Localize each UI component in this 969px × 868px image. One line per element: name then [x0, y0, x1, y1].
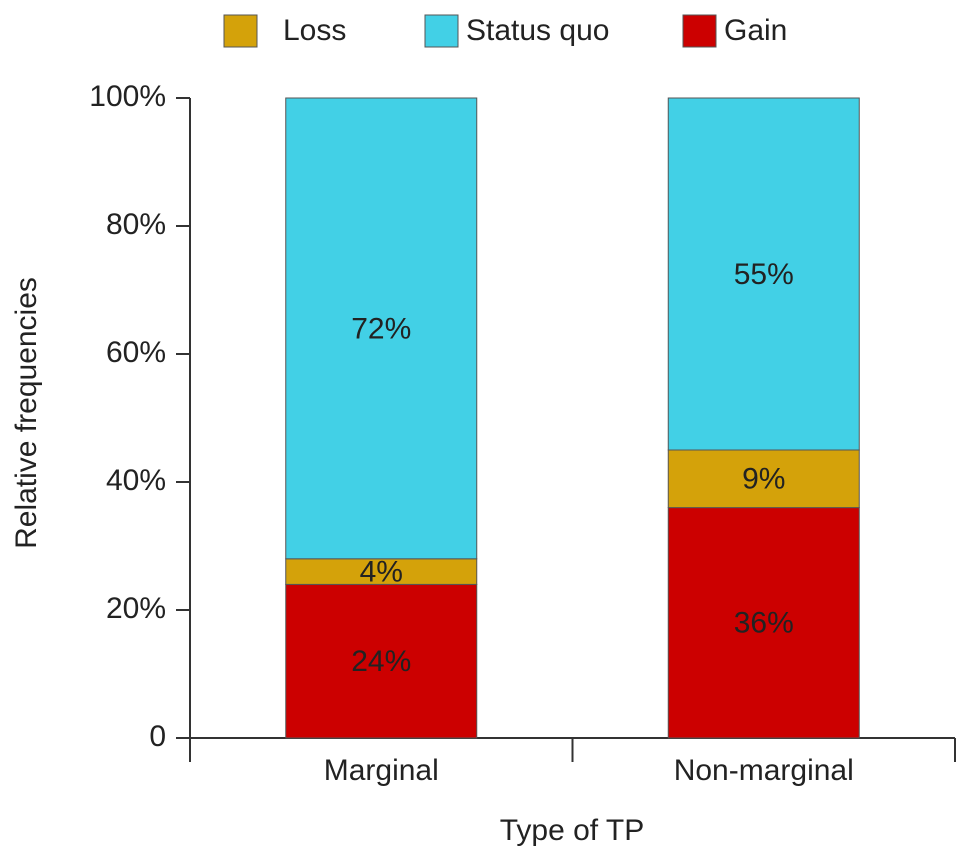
y-tick-label: 40%	[106, 464, 166, 497]
legend-swatch	[223, 14, 258, 48]
y-tick-label: 20%	[106, 592, 166, 625]
bar-segment	[667, 449, 860, 509]
bar-segment	[285, 558, 478, 585]
y-tick-label: 0	[149, 720, 166, 753]
x-tick-label: Marginal	[324, 754, 439, 787]
bar-segment	[285, 97, 478, 560]
value-label: 24%	[351, 645, 411, 678]
value-label: 55%	[734, 258, 794, 291]
bar-segment	[667, 507, 860, 739]
legend-label: Status quo	[466, 14, 609, 47]
x-tick-label: Non-marginal	[674, 754, 854, 787]
bar-segment	[285, 583, 478, 739]
x-axis-title: Type of TP	[500, 814, 645, 847]
value-label: 72%	[351, 312, 411, 345]
y-tick-label: 60%	[106, 336, 166, 369]
legend-label: Loss	[283, 14, 346, 47]
value-label: 4%	[360, 556, 403, 589]
legend-swatch	[682, 14, 717, 48]
bar-segment	[667, 97, 860, 451]
value-label: 36%	[734, 607, 794, 640]
value-label: 9%	[742, 463, 785, 496]
y-tick-label: 80%	[106, 208, 166, 241]
y-tick-label: 100%	[89, 80, 166, 113]
legend-label: Gain	[724, 14, 787, 47]
y-axis-title: Relative frequencies	[10, 277, 43, 549]
legend-swatch	[424, 14, 459, 48]
